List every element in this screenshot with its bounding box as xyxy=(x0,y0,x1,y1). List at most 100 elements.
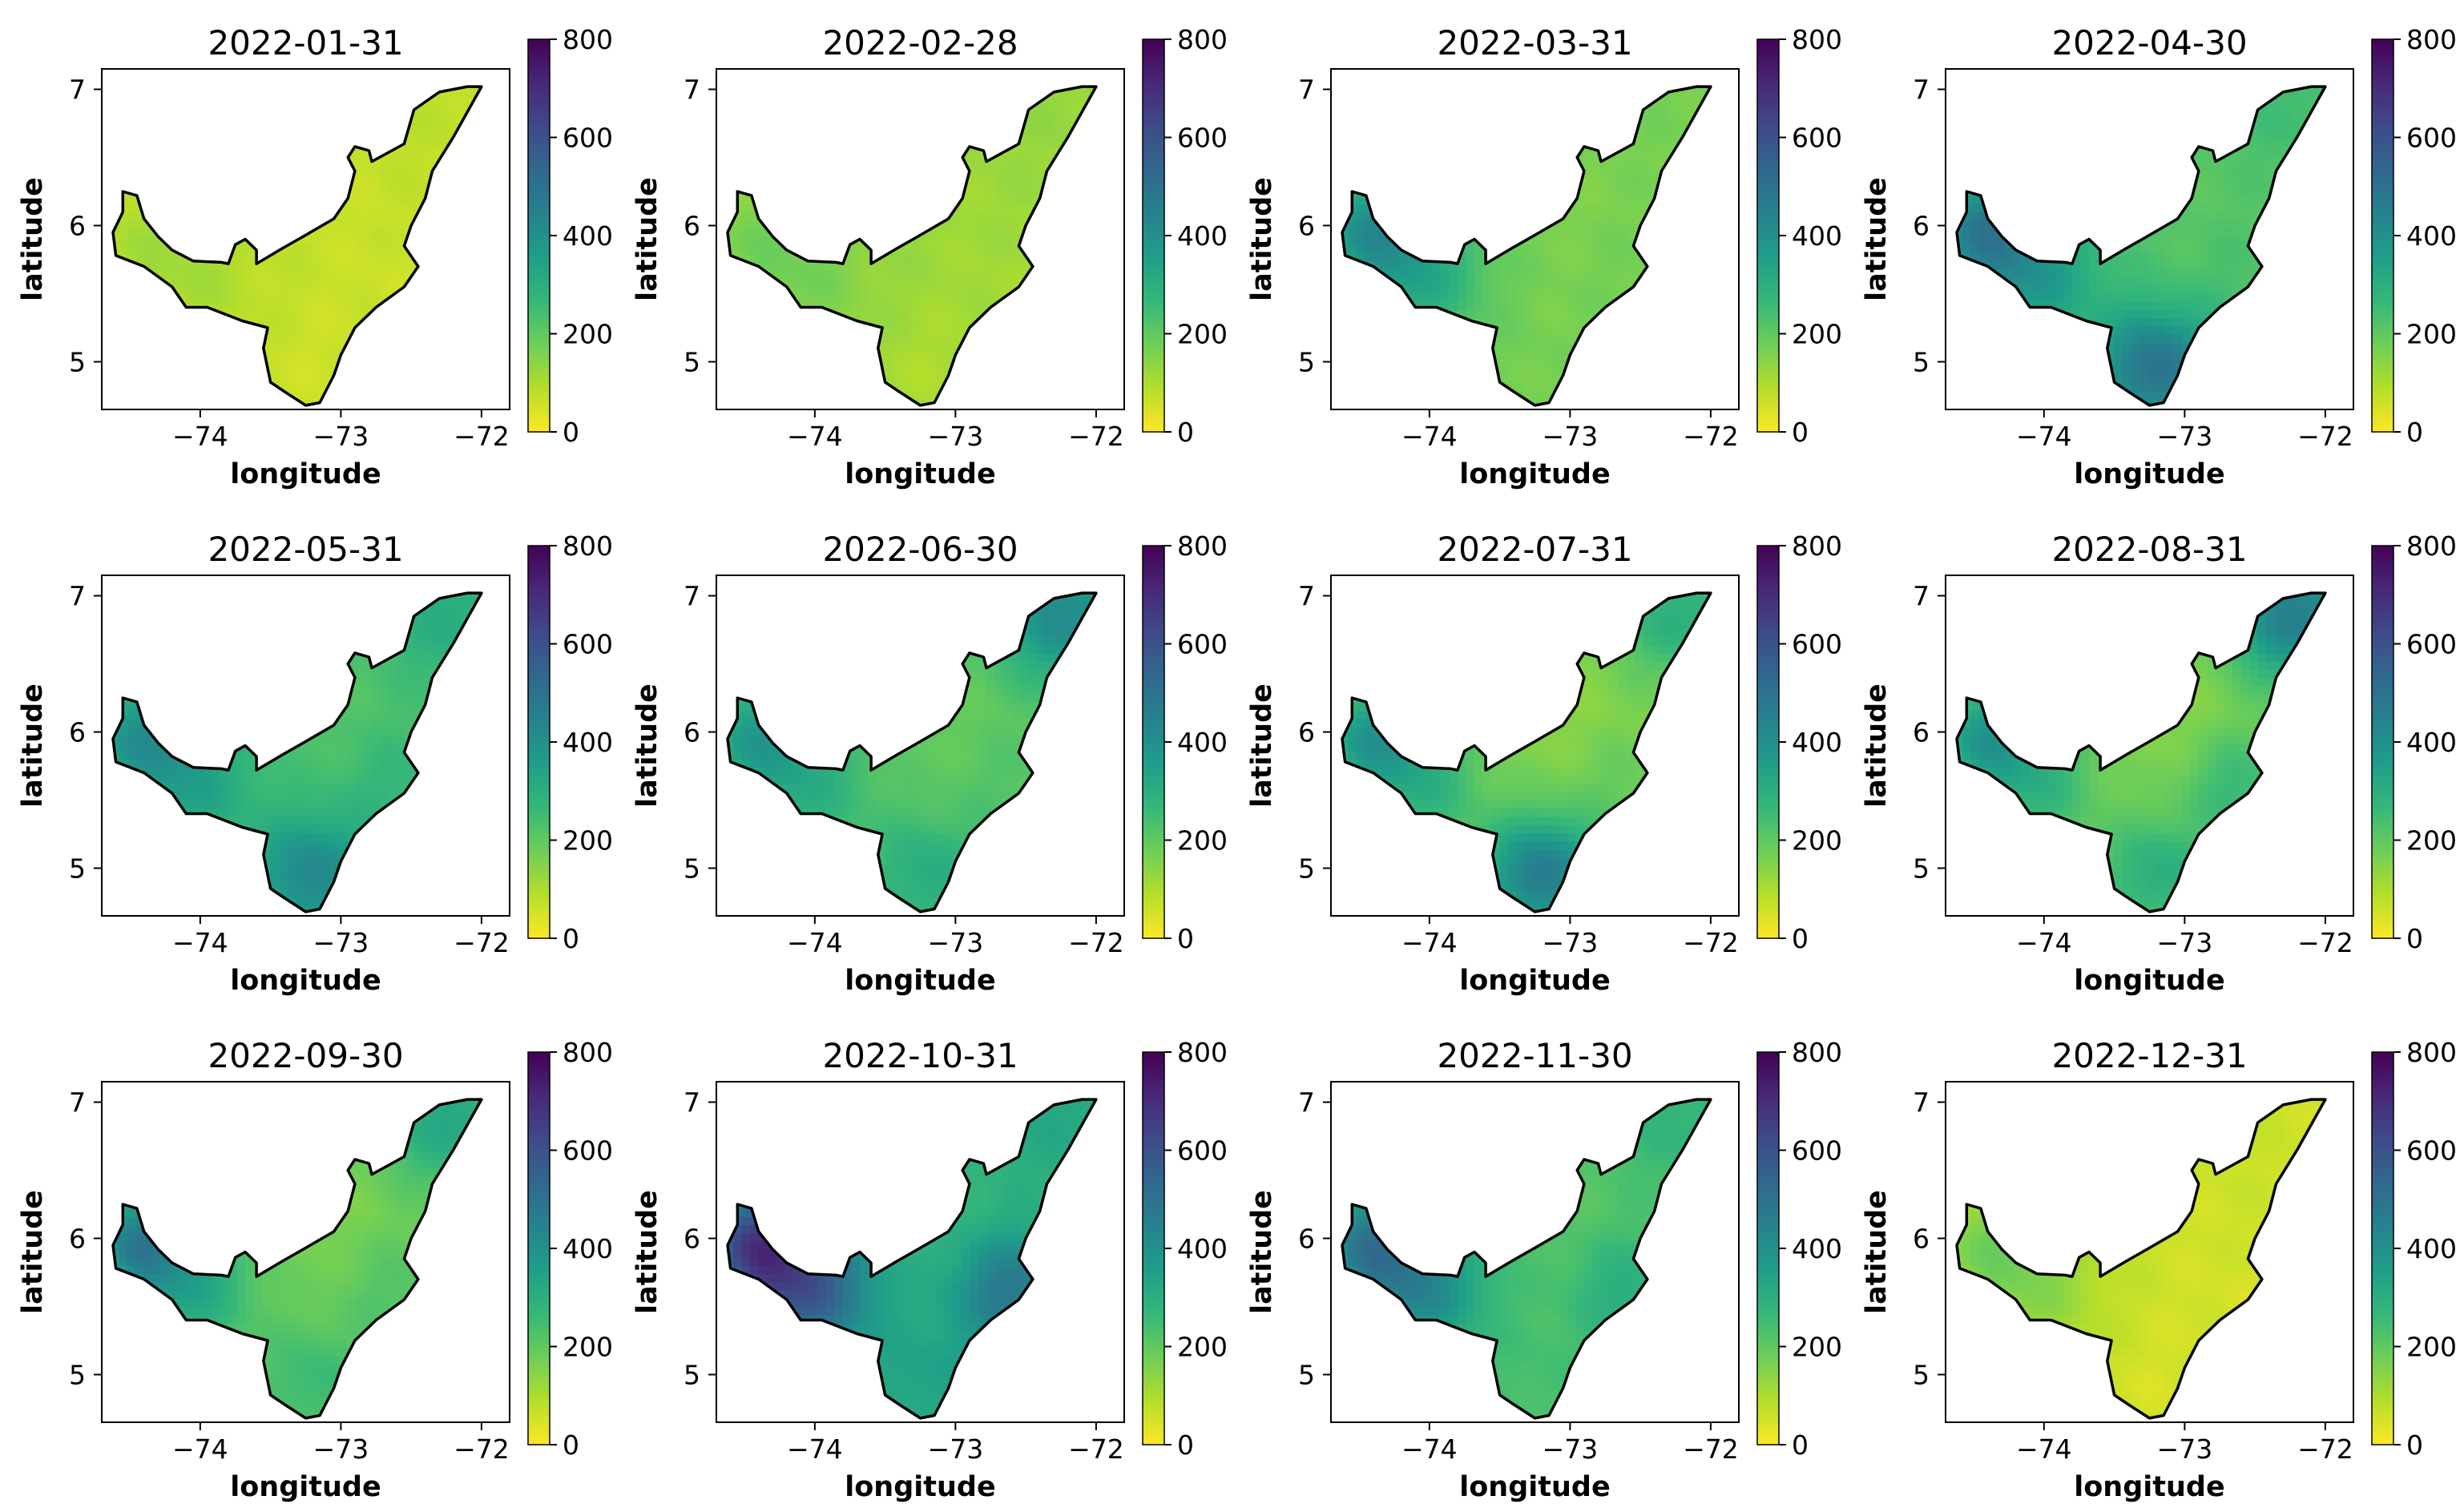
heatmap-cell xyxy=(1003,228,1013,237)
heatmap-cell xyxy=(143,751,153,760)
heatmap-cell xyxy=(910,841,920,850)
heatmap-cell xyxy=(329,767,339,776)
heatmap-cell xyxy=(944,767,954,776)
heatmap-cell xyxy=(1635,179,1644,188)
heatmap-cell xyxy=(2089,268,2099,278)
heatmap-cell xyxy=(1583,277,1593,286)
heatmap-cell xyxy=(1054,611,1063,621)
heatmap-cell xyxy=(2106,342,2115,352)
heatmap-cell xyxy=(801,309,810,319)
heatmap-cell xyxy=(1356,759,1365,768)
heatmap-cell xyxy=(1499,285,1509,295)
region-outline xyxy=(1341,85,1712,407)
heatmap-cell xyxy=(2131,841,2140,850)
region-outline xyxy=(111,591,483,913)
heatmap-cell xyxy=(405,636,415,646)
heatmap-cell xyxy=(1668,611,1678,621)
heatmap-cell xyxy=(270,767,280,776)
heatmap-cell xyxy=(2274,130,2284,139)
heatmap-cell xyxy=(910,375,920,385)
heatmap-cell xyxy=(1550,816,1559,825)
heatmap-cell xyxy=(792,268,801,278)
heatmap-cell xyxy=(2240,122,2250,131)
heatmap-cell xyxy=(801,268,810,278)
panel-2: 2022-02-28−74 −73 −72567longitudelatitude0… xyxy=(631,23,1228,490)
region-outline xyxy=(1341,591,1712,913)
heatmap-cell xyxy=(1676,628,1686,638)
heatmap-cell xyxy=(2224,163,2233,172)
heatmap-cell xyxy=(430,122,440,131)
heatmap-cell xyxy=(2131,865,2140,874)
heatmap-cell xyxy=(935,359,945,368)
heatmap-cell xyxy=(1533,784,1543,792)
heatmap-cell xyxy=(834,784,844,792)
heatmap-cell xyxy=(1996,252,2006,262)
y-tick-label: 6 xyxy=(69,717,86,748)
heatmap-cell xyxy=(1499,816,1509,825)
heatmap-cell xyxy=(817,784,827,792)
heatmap-cell xyxy=(1071,97,1080,107)
heatmap-cell xyxy=(2173,309,2183,319)
heatmap-cell xyxy=(354,228,364,237)
heatmap-cell xyxy=(1440,792,1450,801)
heatmap-cell xyxy=(1533,743,1543,752)
heatmap-cell xyxy=(1618,685,1627,695)
heatmap-cell xyxy=(177,800,187,809)
heatmap-cell xyxy=(296,833,305,842)
heatmap-cell xyxy=(1525,849,1534,858)
heatmap-cell xyxy=(2216,163,2225,172)
heatmap-cell xyxy=(1575,196,1585,204)
colorbar-tick-label: 0 xyxy=(2406,417,2423,448)
heatmap-cell xyxy=(952,342,962,352)
heatmap-cell xyxy=(775,792,784,801)
heatmap-cell xyxy=(1020,187,1030,196)
heatmap-cell xyxy=(1491,784,1501,792)
heatmap-cell xyxy=(927,784,937,792)
heatmap-cell xyxy=(380,260,389,270)
heatmap-cell xyxy=(944,220,954,229)
heatmap-cell xyxy=(2030,767,2039,776)
heatmap-cell xyxy=(2106,808,2115,817)
heatmap-cell xyxy=(194,293,204,303)
heatmap-cell xyxy=(2147,277,2157,286)
heatmap-cell xyxy=(1533,767,1543,776)
heatmap-cell xyxy=(1626,196,1635,204)
heatmap-cell xyxy=(304,767,313,776)
heatmap-cell xyxy=(321,326,330,336)
heatmap-cell xyxy=(337,268,347,278)
heatmap-cell xyxy=(1365,759,1374,768)
heatmap-cell xyxy=(1011,685,1021,695)
heatmap-cell xyxy=(986,677,996,687)
heatmap-cell xyxy=(1618,677,1627,687)
heatmap-cell xyxy=(1601,187,1611,196)
heatmap-cell xyxy=(741,702,751,711)
heatmap-cell xyxy=(1559,383,1568,393)
heatmap-cell xyxy=(1045,644,1055,654)
heatmap-cell xyxy=(329,309,339,319)
heatmap-cell xyxy=(245,751,255,760)
heatmap-cell xyxy=(1516,889,1526,899)
heatmap-cell xyxy=(1003,204,1013,213)
heatmap-cell xyxy=(885,375,894,385)
heatmap-cell xyxy=(1003,187,1013,196)
heatmap-cell xyxy=(877,260,886,270)
heatmap-cell xyxy=(346,808,356,817)
heatmap-cell xyxy=(851,260,861,270)
heatmap-cell xyxy=(2207,204,2216,213)
heatmap-cell xyxy=(910,751,920,760)
heatmap-cell xyxy=(304,309,313,319)
heatmap-cell xyxy=(2207,260,2216,270)
heatmap-cell xyxy=(901,767,911,776)
heatmap-cell xyxy=(986,767,996,776)
heatmap-cell xyxy=(1398,759,1408,768)
heatmap-cell xyxy=(843,301,853,311)
heatmap-cell xyxy=(918,816,928,825)
heatmap-cell xyxy=(1449,268,1458,278)
heatmap-cell xyxy=(825,293,835,303)
heatmap-cell xyxy=(860,808,869,817)
heatmap-cell xyxy=(2266,130,2276,139)
heatmap-cell xyxy=(927,881,937,891)
heatmap-cell xyxy=(1508,268,1518,278)
heatmap-cell xyxy=(1508,326,1518,336)
heatmap-cell xyxy=(2131,775,2140,784)
